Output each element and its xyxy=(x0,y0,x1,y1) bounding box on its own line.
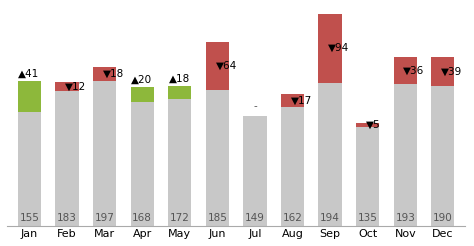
Bar xyxy=(243,116,266,226)
Bar xyxy=(93,67,116,81)
Text: ▲18: ▲18 xyxy=(169,74,190,84)
Text: ▼18: ▼18 xyxy=(103,69,124,79)
Text: ▼39: ▼39 xyxy=(441,66,462,77)
Text: ▼5: ▼5 xyxy=(366,120,381,130)
Text: ▼36: ▼36 xyxy=(403,65,425,75)
Bar xyxy=(393,84,417,226)
Bar xyxy=(431,86,455,226)
Text: 183: 183 xyxy=(57,213,77,223)
Text: ▼64: ▼64 xyxy=(216,61,237,71)
Text: 197: 197 xyxy=(95,213,115,223)
Bar xyxy=(319,83,342,226)
Bar xyxy=(356,126,379,226)
Bar xyxy=(206,90,229,226)
Text: -: - xyxy=(253,102,257,112)
Text: 185: 185 xyxy=(208,213,228,223)
Text: ▲20: ▲20 xyxy=(131,75,152,85)
Text: 193: 193 xyxy=(395,213,415,223)
Text: 162: 162 xyxy=(283,213,302,223)
Text: 190: 190 xyxy=(433,213,453,223)
Bar xyxy=(206,42,229,90)
Bar xyxy=(168,99,191,226)
Text: 135: 135 xyxy=(358,213,378,223)
Text: 168: 168 xyxy=(132,213,152,223)
Text: ▼94: ▼94 xyxy=(328,43,349,53)
Bar xyxy=(281,107,304,226)
Text: 149: 149 xyxy=(245,213,265,223)
Bar xyxy=(168,86,191,99)
Bar xyxy=(393,57,417,84)
Text: ▲41: ▲41 xyxy=(18,69,39,79)
Bar xyxy=(431,57,455,86)
Bar xyxy=(18,81,41,112)
Bar xyxy=(55,91,79,226)
Text: 155: 155 xyxy=(19,213,39,223)
Bar xyxy=(281,94,304,107)
Bar xyxy=(356,123,379,126)
Bar xyxy=(93,81,116,226)
Bar xyxy=(319,14,342,83)
Text: ▼17: ▼17 xyxy=(291,95,312,105)
Text: ▼12: ▼12 xyxy=(65,82,86,92)
Bar xyxy=(55,82,79,91)
Bar xyxy=(18,112,41,226)
Bar xyxy=(130,102,154,226)
Text: 172: 172 xyxy=(170,213,190,223)
Text: 194: 194 xyxy=(320,213,340,223)
Bar xyxy=(130,87,154,102)
